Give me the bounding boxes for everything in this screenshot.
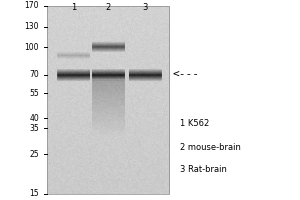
Bar <box>46 6 169 194</box>
Text: <---: <--- <box>172 70 200 80</box>
Text: 40: 40 <box>29 114 39 123</box>
Text: 25: 25 <box>29 150 39 159</box>
Text: 3 Rat-brain: 3 Rat-brain <box>180 166 227 174</box>
Text: 1: 1 <box>71 3 76 12</box>
Text: 3: 3 <box>142 3 148 12</box>
Text: 1 K562: 1 K562 <box>180 119 209 129</box>
Text: 130: 130 <box>25 22 39 31</box>
Text: 55: 55 <box>29 89 39 98</box>
Text: 70: 70 <box>29 70 39 79</box>
Text: 15: 15 <box>29 189 39 198</box>
Text: 2: 2 <box>105 3 111 12</box>
Text: 35: 35 <box>29 124 39 133</box>
Text: 100: 100 <box>25 43 39 52</box>
Text: 2 mouse-brain: 2 mouse-brain <box>180 142 241 152</box>
Text: 170: 170 <box>25 1 39 10</box>
